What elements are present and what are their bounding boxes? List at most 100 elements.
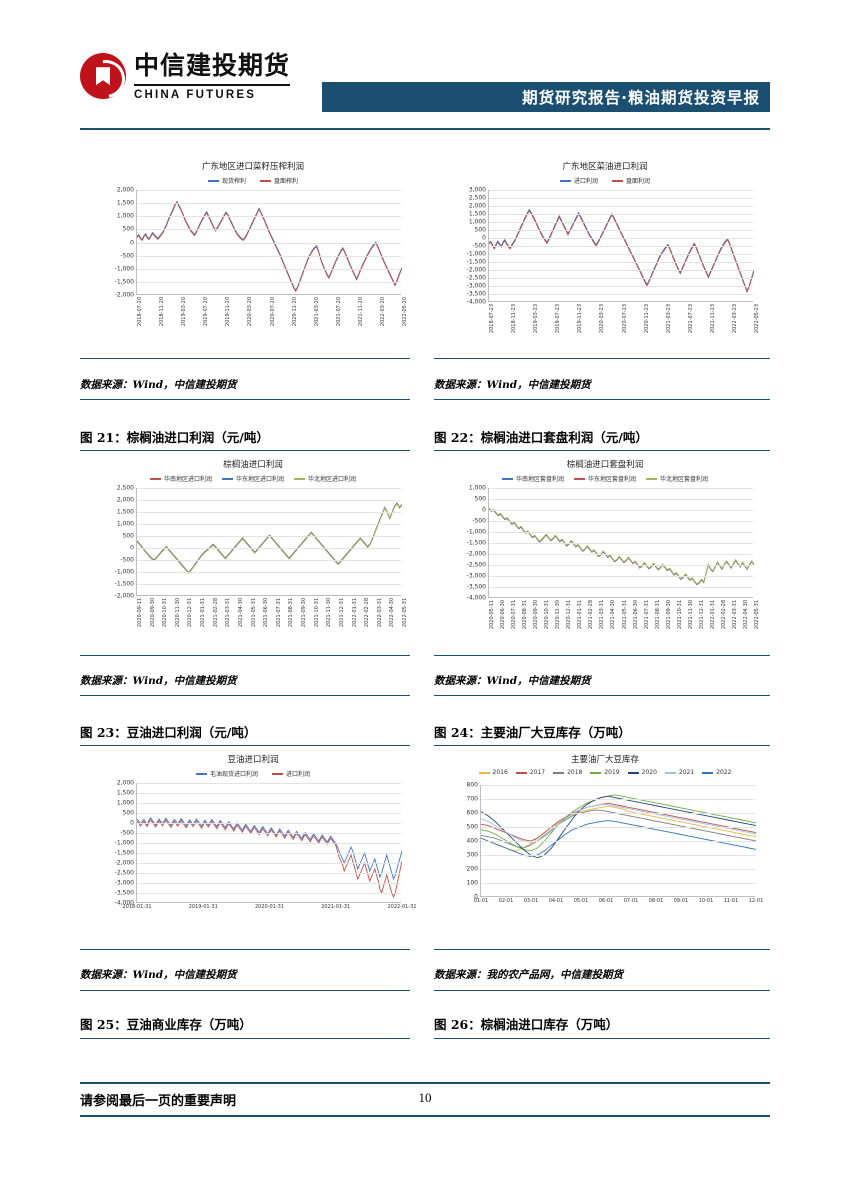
- x-tick-label: 2022-05-20: [402, 297, 408, 327]
- x-tick-label: 2021-07-31: [275, 598, 282, 628]
- x-tick-label: 2022-05-31: [754, 600, 760, 630]
- chart-panel-24: 主要油厂大豆库存 2016 2017 2018 2019 2020 2021 2…: [440, 753, 770, 938]
- divider-r1b-right: [434, 399, 770, 400]
- legend-item: 华北地区进口利润: [294, 474, 356, 483]
- x-tick-label: 2021-12-31: [338, 598, 345, 628]
- x-tick-label: 2021-01-31: [321, 904, 351, 910]
- x-tick-label: 2020-08-31: [522, 600, 529, 630]
- legend-item: 2017: [515, 769, 545, 776]
- x-tick-label: 2021-01-31: [577, 600, 584, 630]
- x-tick-label: 2018-01-31: [122, 904, 152, 910]
- x-tick-label: 10-01: [698, 898, 714, 904]
- chart19-legend: 现货榨利 盘面榨利: [88, 176, 418, 185]
- x-tick-label: 2018-07-23: [489, 304, 495, 334]
- x-tick-label: 2021-08-31: [654, 600, 661, 630]
- x-tick-label: 2022-03-20: [379, 297, 386, 327]
- company-logo: 中信建投期货 CHINA FUTURES: [80, 51, 291, 101]
- x-tick-label: 2021-04-30: [237, 598, 244, 628]
- divider-r2-right: [434, 450, 770, 451]
- chart22-title: 棕榈油进口套盘利润: [566, 460, 644, 470]
- x-tick-label: 2022-01-31: [351, 598, 358, 628]
- x-tick-label: 2021-03-31: [599, 600, 606, 630]
- x-tick-label: 2021-11-30: [687, 600, 694, 630]
- legend-item: 2022: [702, 769, 731, 776]
- chart23-title: 豆油进口利润: [227, 755, 279, 765]
- chart19-lines: [137, 200, 402, 293]
- caption-fig25: 图 25：豆油商业库存（万吨）: [80, 1017, 252, 1032]
- divider-r2c-left: [80, 655, 410, 656]
- legend-item: 2018: [553, 769, 582, 776]
- x-tick-label: 2022-01-31: [709, 600, 716, 630]
- legend-item: 进口利润: [559, 176, 598, 185]
- legend-item: 华北地区套盘利润: [646, 474, 708, 483]
- footer-note: 请参阅最后一页的重要声明: [80, 1094, 237, 1109]
- logo-chinese-name: 中信建投期货: [134, 51, 291, 80]
- chart19-title: 广东地区进口菜籽压榨利润: [201, 162, 304, 172]
- series-line: [489, 209, 754, 294]
- x-tick-label: 2020-03-20: [247, 297, 254, 327]
- x-tick-label: 2022-01-31: [387, 904, 417, 910]
- chart20-plot: 3,000 2,500 2,000 1,500 1,000 500 0 -500…: [466, 186, 760, 334]
- legend-item: 2019: [590, 769, 620, 776]
- chart-panel-21: 棕榈油进口利润 华南地区进口利润 华东地区进口利润 华北地区进口利润 2,500…: [88, 458, 418, 643]
- caption-fig22: 图 22：棕榈油进口套盘利润（元/吨）: [434, 430, 648, 445]
- divider-r3d-left: [80, 990, 410, 991]
- x-tick-label: 2021-03-20: [313, 297, 320, 327]
- divider-r2-left: [80, 450, 410, 451]
- divider-r4-left: [80, 1038, 410, 1039]
- x-tick-label: 01-01: [473, 898, 489, 904]
- series-line: [137, 502, 402, 574]
- series-line: [481, 795, 756, 859]
- chart-panel-22: 棕榈油进口套盘利润 华南地区套盘利润 华东地区套盘利润 华北地区套盘利润 1,0…: [440, 458, 770, 643]
- x-tick-label: 2021-09-30: [301, 598, 308, 628]
- x-tick-label: 05-01: [573, 898, 589, 904]
- divider-r2d-right: [434, 695, 770, 696]
- x-tick-label: 2021-05-31: [250, 598, 257, 628]
- x-tick-label: 2019-03-20: [181, 297, 188, 327]
- source-fig22: 数据来源：Wind，中信建投期货: [434, 675, 591, 687]
- chart24-legend: 2016 2017 2018 2019 2020 2021 2022: [440, 769, 770, 776]
- x-tick-label: 2022-05-31: [402, 598, 408, 628]
- x-tick-label: 2020-06-30: [500, 600, 507, 630]
- x-tick-label: 2021-07-31: [643, 600, 650, 630]
- x-tick-label: 12-01: [748, 898, 764, 904]
- source-fig23: 数据来源：Wind，中信建投期货: [80, 969, 237, 981]
- divider-r1-left: [80, 358, 410, 359]
- chart-panel-19: 广东地区进口菜籽压榨利润 现货榨利 盘面榨利 2,000 1,500 1,000…: [88, 160, 418, 345]
- series-line: [137, 816, 402, 881]
- legend-item: 华东地区进口利润: [221, 474, 284, 483]
- series-line: [137, 201, 402, 293]
- x-tick-label: 2021-01-31: [200, 598, 207, 628]
- chart23-lines: [137, 816, 402, 899]
- x-tick-label: 2021-05-31: [621, 600, 628, 630]
- x-tick-label: 2018-11-23: [511, 304, 518, 334]
- chart20-title: 广东地区菜油进口利润: [562, 162, 648, 172]
- chart21-legend: 华南地区进口利润 华东地区进口利润 华北地区进口利润: [88, 474, 418, 483]
- divider-r3d-right: [434, 990, 770, 991]
- x-tick-label: 2020-10-31: [544, 600, 551, 630]
- x-tick-label: 2021-10-31: [313, 598, 320, 628]
- legend-item: 盘面利润: [612, 176, 650, 185]
- footer-divider-bottom: [80, 1115, 770, 1117]
- chart-panel-23: 豆油进口利润 毛油现货进口利润 进口利润 2,000 1,500 1,000 5…: [88, 753, 418, 938]
- divider-r3c-left: [80, 949, 410, 950]
- source-fig21: 数据来源：Wind，中信建投期货: [80, 675, 237, 687]
- series-line: [481, 809, 756, 849]
- logo-english-name: CHINA FUTURES: [134, 83, 291, 101]
- x-tick-label: 2020-05-11: [489, 600, 495, 630]
- x-tick-label: 2020-03-23: [599, 304, 606, 334]
- legend-item: 盘面榨利: [260, 176, 298, 185]
- x-tick-label: 07-01: [623, 898, 639, 904]
- x-tick-label: 2020-12-31: [566, 600, 573, 630]
- x-tick-label: 04-01: [548, 898, 564, 904]
- logo-mark-icon: [80, 53, 126, 100]
- x-tick-label: 11-01: [723, 898, 739, 904]
- source-fig19: 数据来源：Wind，中信建投期货: [80, 379, 237, 391]
- chart21-lines: [137, 502, 402, 575]
- x-tick-label: 2021-06-30: [263, 598, 270, 628]
- legend-item: 进口利润: [272, 769, 310, 778]
- source-fig24: 数据来源：我的农产品网，中信建投期货: [434, 969, 623, 981]
- header-title: 期货研究报告·粮油期货投资早报: [522, 89, 760, 107]
- legend-item: 华南地区进口利润: [149, 474, 212, 483]
- series-line: [481, 804, 756, 843]
